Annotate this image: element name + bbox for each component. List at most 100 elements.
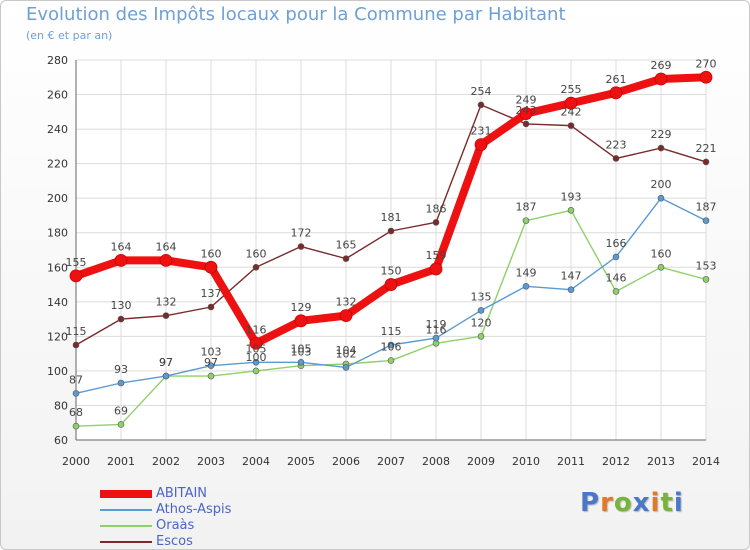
data-point-escos [567,122,575,129]
legend-item-oraas: Oraàs [100,518,340,534]
data-point-athos-aspis [252,358,260,366]
x-tick-label: 2008 [422,455,450,468]
data-point-abitain [294,314,308,328]
x-tick-label: 2013 [647,455,675,468]
legend-label-oraas: Oraàs [156,518,195,533]
y-tick-label: 180 [47,227,68,240]
logo-letter: i [673,488,684,518]
data-label-athos-aspis: 105 [291,342,312,355]
logo-letter: x [632,488,651,518]
data-label-athos-aspis: 187 [696,201,717,214]
x-tick-label: 2003 [197,455,225,468]
data-label-athos-aspis: 200 [651,178,672,191]
data-label-ora-s: 120 [471,316,492,329]
data-point-athos-aspis [477,307,485,314]
legend-swatch-oraas [100,525,152,527]
data-label-ora-s: 116 [426,323,447,336]
legend-item-athos-aspis: Athos-Aspis [100,502,340,518]
x-tick-label: 2006 [332,455,360,468]
data-label-ora-s: 160 [651,247,672,260]
data-point-abitain [339,309,353,323]
data-point-abitain [564,96,578,110]
logo-letter: i [650,488,661,518]
data-label-athos-aspis: 97 [159,356,173,369]
x-tick-label: 2012 [602,455,630,468]
data-point-ora-s [522,217,530,224]
data-point-abitain [114,253,128,267]
data-point-abitain [699,70,713,84]
proxiti-logo: Proxiti [580,488,684,518]
data-point-ora-s [477,333,485,340]
data-point-escos [297,243,305,250]
data-label-abitain: 255 [561,83,582,96]
logo-letter: t [660,488,674,518]
data-label-ora-s: 187 [516,201,537,214]
data-point-abitain [384,278,398,291]
legend-item-escos: Escos [100,534,340,550]
data-label-abitain: 129 [291,301,312,314]
legend-swatch-athos-aspis [100,509,152,511]
y-tick-label: 60 [54,434,68,447]
data-point-athos-aspis [207,362,215,370]
legend-item-abitain: ABITAIN [100,486,340,502]
data-label-escos: 223 [606,138,627,151]
x-tick-label: 2014 [692,455,720,468]
data-label-ora-s: 103 [291,346,312,359]
legend-swatch-abitain [100,490,152,498]
data-point-abitain [204,260,218,274]
legend-label-abitain: ABITAIN [156,486,208,501]
y-tick-label: 120 [47,330,68,343]
data-point-escos [432,219,440,226]
data-point-athos-aspis [657,194,665,202]
data-label-abitain: 249 [516,94,537,107]
data-label-escos: 130 [111,299,132,312]
data-label-abitain: 270 [696,57,717,70]
data-point-athos-aspis [612,253,620,261]
data-point-escos [162,312,170,319]
x-tick-label: 2000 [62,455,90,468]
legend-label-athos-aspis: Athos-Aspis [156,502,232,517]
x-tick-label: 2009 [467,455,495,468]
data-label-abitain: 269 [651,59,672,72]
data-point-escos [522,120,530,128]
data-label-escos: 115 [66,325,87,338]
data-point-ora-s [72,422,80,430]
data-point-athos-aspis [567,286,575,294]
x-tick-label: 2007 [377,455,405,468]
data-label-athos-aspis: 115 [381,325,402,338]
data-label-athos-aspis: 103 [201,346,222,359]
data-label-abitain: 150 [381,265,402,278]
logo-letter: P [580,488,601,518]
data-point-escos [657,144,665,152]
data-label-escos: 160 [246,247,267,260]
data-label-ora-s: 106 [381,341,402,354]
legend-swatch-escos [100,541,152,543]
data-point-ora-s [657,263,665,271]
data-label-ora-s: 104 [336,344,357,357]
chart-subtitle: (en € et par an) [26,29,113,42]
data-label-escos: 242 [561,106,582,119]
data-label-ora-s: 100 [246,351,267,364]
data-label-athos-aspis: 149 [516,266,537,279]
data-point-abitain [519,107,533,120]
y-tick-label: 220 [47,158,68,171]
data-label-ora-s: 97 [204,356,218,369]
data-label-escos: 181 [381,211,402,224]
data-label-athos-aspis: 105 [246,342,267,355]
data-point-athos-aspis [72,390,80,397]
data-point-ora-s [207,372,215,380]
y-tick-label: 160 [47,261,68,274]
x-tick-label: 2004 [242,455,270,468]
data-point-athos-aspis [162,372,170,380]
data-point-ora-s [567,206,575,214]
x-tick-label: 2011 [557,455,585,468]
data-label-escos: 172 [291,227,312,240]
data-label-escos: 165 [336,239,357,252]
data-label-ora-s: 97 [159,356,173,369]
legend-label-escos: Escos [156,534,193,549]
x-tick-label: 2010 [512,455,540,468]
data-label-ora-s: 153 [696,259,717,272]
x-tick-label: 2005 [287,455,315,468]
data-point-escos [72,341,80,349]
